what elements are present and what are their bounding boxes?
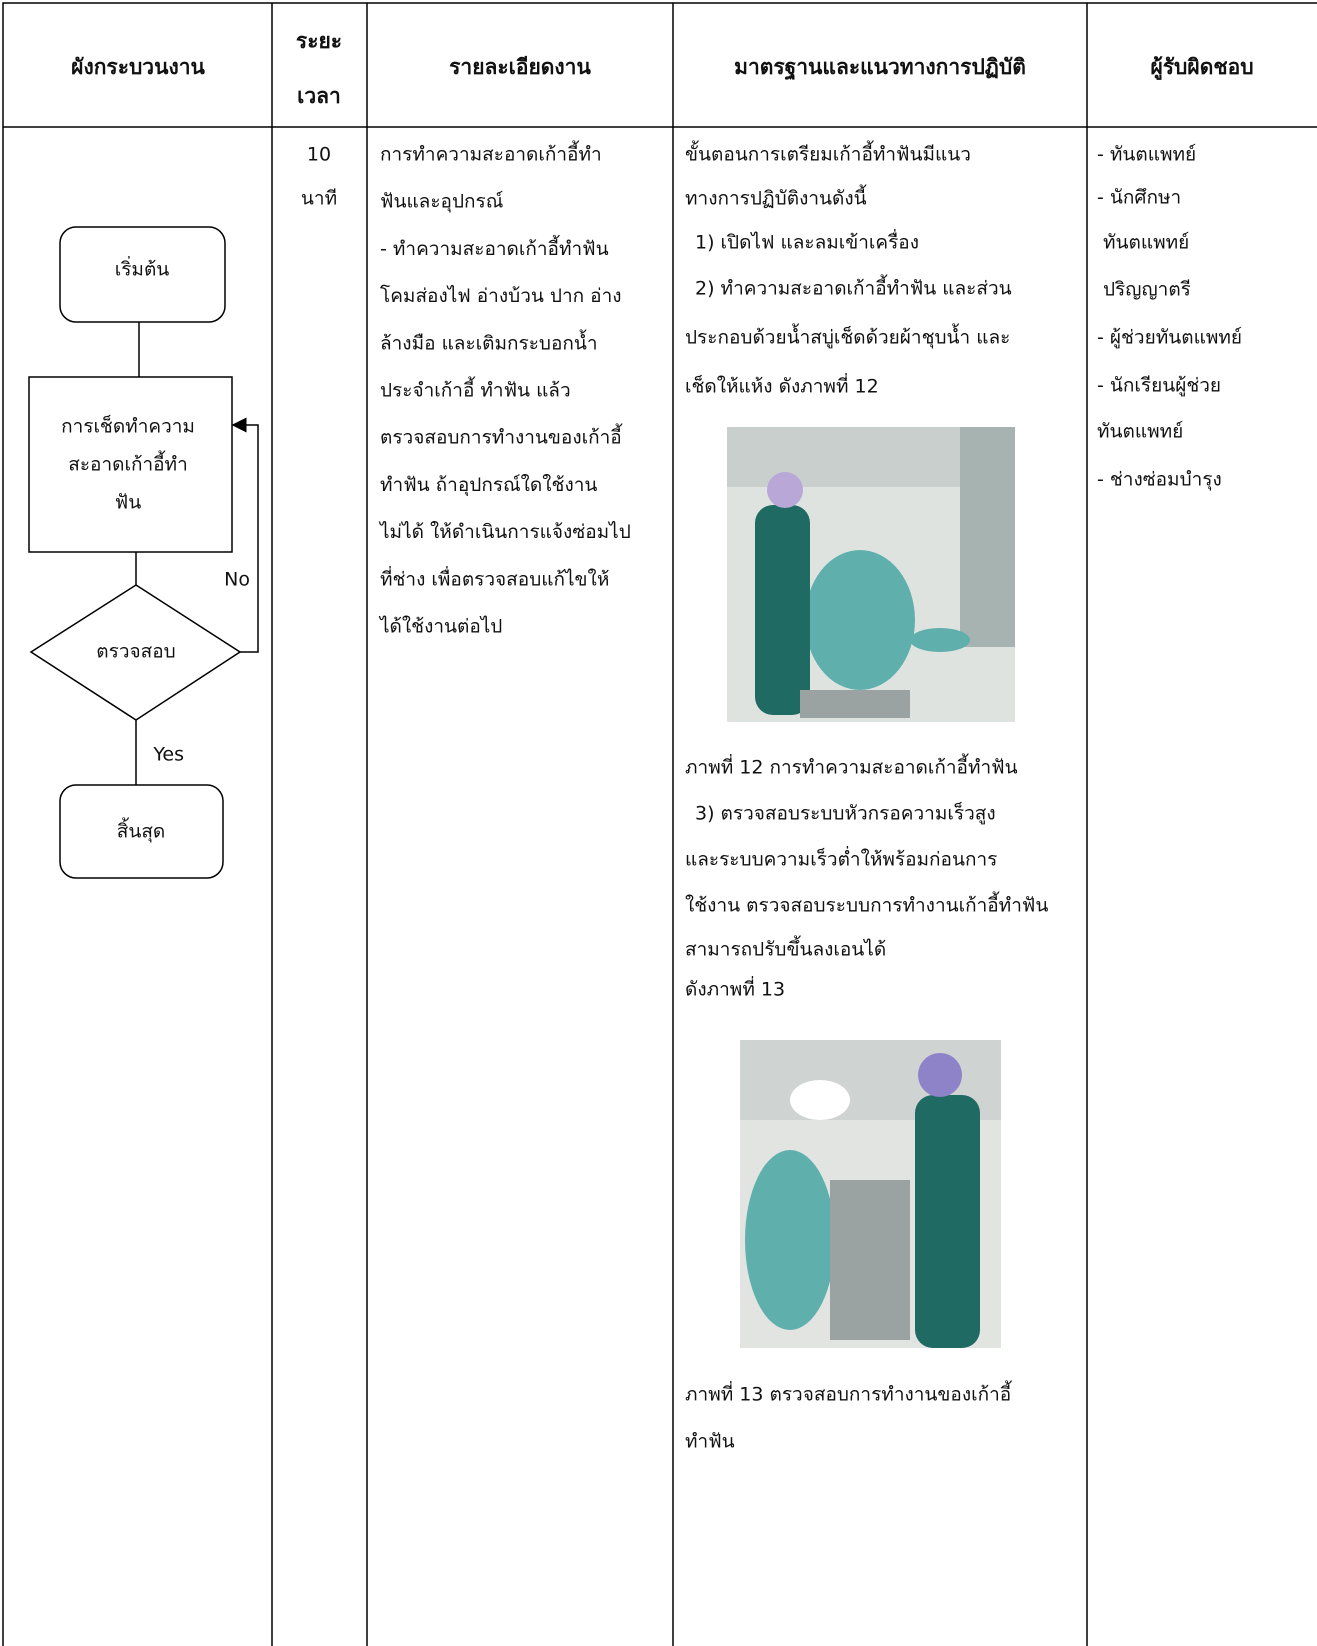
photo-13	[740, 1040, 1001, 1348]
responsible-line: - ทันตแพทย์	[1097, 144, 1196, 166]
edge-label: No	[224, 569, 250, 591]
node-label: สิ้นสุด	[117, 818, 166, 844]
detail-line: ได้ใช้งานต่อไป	[378, 616, 502, 638]
standard-line: สามารถปรับขึ้นลงเอนได้	[685, 936, 886, 961]
figure-caption: ทำฟัน	[685, 1431, 735, 1453]
header-cell: เวลา	[297, 84, 341, 108]
detail-line: ที่ช่าง เพื่อตรวจสอบแก้ไขให้	[380, 565, 609, 590]
header-cell: ผังกระบวนงาน	[71, 55, 205, 79]
standard-line: ทางการปฏิบัติงานดังนี้	[685, 185, 867, 210]
detail-line: - ทำความสะอาดเก้าอี้ทำฟัน	[380, 235, 609, 260]
figure-caption: ภาพที่ 13 ตรวจสอบการทำงานของเก้าอี้	[685, 1381, 1012, 1406]
responsible-line: ปริญญาตรี	[1103, 279, 1191, 301]
node-label: ตรวจสอบ	[96, 641, 175, 663]
detail-line: ไม่ได้ ให้ดำเนินการแจ้งซ่อมไป	[378, 521, 631, 543]
header-cell: ผู้รับผิดชอบ	[1150, 55, 1253, 81]
standard-line: เช็ดให้แห้ง ดังภาพที่ 12	[685, 373, 879, 398]
header-cell: รายละเอียดงาน	[449, 55, 591, 79]
node-label: ฟัน	[115, 492, 141, 514]
node-label: การเช็ดทำความ	[61, 414, 195, 438]
header-cell: มาตรฐานและแนวทางการปฏิบัติ	[734, 55, 1026, 81]
detail-line: ประจำเก้าอี้ ทำฟัน แล้ว	[380, 377, 571, 402]
standard-line: และระบบความเร็วต่ำให้พร้อมก่อนการ	[685, 846, 997, 871]
edge-label: Yes	[152, 744, 184, 766]
node-label: เริ่มต้น	[115, 256, 170, 281]
standard-line: ขั้นตอนการเตรียมเก้าอี้ทำฟันมีแนว	[685, 141, 971, 166]
standard-line: 3) ตรวจสอบระบบหัวกรอความเร็วสูง	[695, 801, 996, 825]
responsible-line: - ช่างซ่อมบำรุง	[1097, 469, 1222, 492]
standard-line: 2) ทำความสะอาดเก้าอี้ทำฟัน และส่วน	[695, 275, 1012, 300]
standard-line: ประกอบด้วยน้ำสบู่เช็ดด้วยผ้าชุบน้ำ และ	[685, 324, 1010, 350]
time-text: นาที	[301, 188, 337, 210]
detail-line: ฟันและอุปกรณ์	[380, 191, 503, 214]
detail-line: ล้างมือ และเติมกระบอกน้ำ	[380, 329, 598, 354]
detail-line: ตรวจสอบการทำงานของเก้าอี้	[380, 424, 623, 449]
standard-line: ดังภาพที่ 13	[685, 976, 785, 1001]
flowchart-shapes	[28, 226, 259, 879]
header-cell: ระยะ	[296, 29, 342, 53]
responsible-line: - นักเรียนผู้ช่วย	[1097, 375, 1221, 397]
detail-line: โคมส่องไฟ อ่างบ้วน ปาก อ่าง	[380, 284, 622, 307]
standard-line: ใช้งาน ตรวจสอบระบบการทำงานเก้าอี้ทำฟัน	[685, 892, 1048, 917]
photo-12	[727, 427, 1015, 722]
figure-caption: ภาพที่ 12 การทำความสะอาดเก้าอี้ทำฟัน	[685, 754, 1018, 779]
detail-line: ทำฟัน ถ้าอุปกรณ์ใดใช้งาน	[380, 474, 597, 497]
time-text: 10	[307, 144, 331, 166]
node-label: สะอาดเก้าอี้ทำ	[68, 451, 188, 476]
detail-line: การทำความสะอาดเก้าอี้ทำ	[380, 141, 602, 166]
responsible-line: ทันตแพทย์	[1097, 421, 1183, 443]
responsible-line: - นักศึกษา	[1097, 187, 1181, 209]
standard-line: 1) เปิดไฟ และลมเข้าเครื่อง	[695, 229, 919, 254]
responsible-line: - ผู้ช่วยทันตแพทย์	[1097, 327, 1242, 349]
responsible-line: ทันตแพทย์	[1103, 232, 1189, 254]
